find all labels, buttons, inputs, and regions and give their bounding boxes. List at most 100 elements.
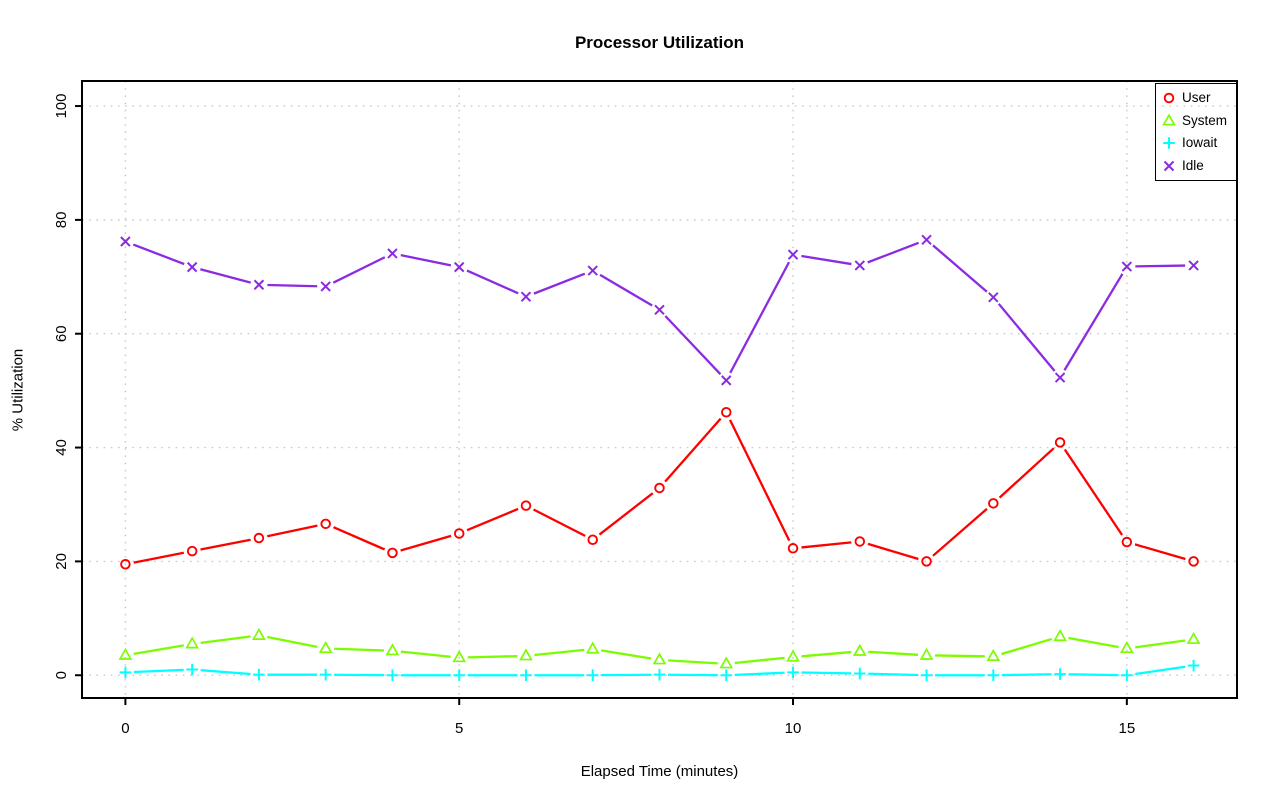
circle-marker-icon xyxy=(921,556,932,567)
x-marker-icon xyxy=(1188,260,1199,271)
circle-marker-icon xyxy=(120,558,131,570)
circle-marker-icon xyxy=(587,534,598,546)
legend-item-iowait: Iowait xyxy=(1161,134,1236,152)
series-iowait xyxy=(119,659,1200,682)
triangle-marker-icon xyxy=(318,640,333,654)
x-marker-icon xyxy=(854,260,865,271)
triangle-marker-icon xyxy=(986,648,1001,661)
circle-marker-icon xyxy=(1163,92,1175,104)
triangle-marker-icon xyxy=(852,643,867,656)
plus-marker-icon xyxy=(520,669,532,682)
y-tick-labels: 0 20 40 60 80 100 xyxy=(53,94,70,680)
x-marker-icon xyxy=(320,281,331,292)
circle-marker-icon xyxy=(854,536,866,547)
plus-marker-icon xyxy=(987,669,1000,682)
svg-text:80: 80 xyxy=(53,212,70,229)
x-marker-icon xyxy=(654,304,665,316)
legend-triangle-marker-icon xyxy=(1161,113,1177,129)
legend-label-user: User xyxy=(1182,90,1211,106)
circle-marker-icon xyxy=(1188,556,1199,567)
triangle-marker-icon xyxy=(719,656,734,669)
circle-marker-icon xyxy=(1054,437,1066,448)
axis-ticks xyxy=(75,105,1128,705)
legend-label-idle: Idle xyxy=(1182,157,1204,173)
series-user xyxy=(120,407,1199,570)
chart-title: Processor Utilization xyxy=(574,33,745,52)
plus-marker-icon xyxy=(119,666,132,679)
plus-marker-icon xyxy=(319,668,332,681)
triangle-marker-icon xyxy=(519,648,533,661)
plot-border xyxy=(81,80,1238,699)
svg-text:10: 10 xyxy=(785,720,802,737)
x-marker-icon xyxy=(387,248,398,259)
legend-item-idle: Idle xyxy=(1161,157,1236,175)
svg-text:20: 20 xyxy=(53,553,70,570)
plus-marker-icon xyxy=(720,669,733,682)
legend-plus-marker-icon xyxy=(1161,135,1177,151)
x-marker-icon xyxy=(1163,160,1175,171)
triangle-marker-icon xyxy=(1053,629,1067,642)
plus-marker-icon xyxy=(253,668,265,681)
x-marker-icon xyxy=(253,279,265,290)
legend-x-marker-icon xyxy=(1161,158,1177,174)
x-marker-icon xyxy=(921,234,932,246)
x-marker-icon xyxy=(988,292,999,303)
triangle-marker-icon xyxy=(252,627,266,640)
circle-marker-icon xyxy=(387,547,398,559)
plus-marker-icon xyxy=(586,669,599,682)
y-axis-label: % Utilization xyxy=(9,348,27,432)
triangle-marker-icon xyxy=(452,650,467,663)
triangle-marker-icon xyxy=(118,647,133,660)
legend-circle-marker-icon xyxy=(1161,90,1177,106)
legend-item-system: System xyxy=(1161,112,1236,130)
plus-marker-icon xyxy=(1187,659,1200,672)
triangle-marker-icon xyxy=(585,641,600,654)
svg-text:40: 40 xyxy=(53,439,70,456)
svg-text:5: 5 xyxy=(455,720,463,737)
x-marker-icon xyxy=(1121,261,1133,272)
plus-marker-icon xyxy=(186,663,198,676)
svg-text:15: 15 xyxy=(1118,720,1135,737)
circle-marker-icon xyxy=(186,545,198,557)
circle-marker-icon xyxy=(787,543,799,554)
triangle-marker-icon xyxy=(919,647,934,660)
plus-marker-icon xyxy=(653,668,666,681)
series-system xyxy=(118,627,1201,669)
x-marker-icon xyxy=(587,265,598,276)
triangle-marker-icon xyxy=(1186,631,1201,644)
circle-marker-icon xyxy=(253,532,265,544)
circle-marker-icon xyxy=(654,482,665,494)
plus-marker-icon xyxy=(787,666,799,679)
svg-text:60: 60 xyxy=(53,325,70,342)
x-marker-icon xyxy=(721,375,732,386)
legend-item-user: User xyxy=(1161,89,1236,107)
x-marker-icon xyxy=(120,236,131,247)
x-marker-icon xyxy=(1054,372,1066,383)
plus-marker-icon xyxy=(853,667,866,680)
x-axis-label: Elapsed Time (minutes) xyxy=(580,763,739,780)
legend-label-system: System xyxy=(1182,112,1228,128)
plus-marker-icon xyxy=(453,669,466,682)
legend-label-iowait: Iowait xyxy=(1182,135,1218,151)
svg-text:100: 100 xyxy=(53,94,70,119)
x-marker-icon xyxy=(520,291,532,302)
circle-marker-icon xyxy=(721,407,732,418)
triangle-marker-icon xyxy=(185,636,200,649)
plus-marker-icon xyxy=(1163,137,1175,150)
triangle-marker-icon xyxy=(385,643,400,656)
circle-marker-icon xyxy=(453,528,465,539)
circle-marker-icon xyxy=(988,498,999,509)
x-tick-labels: 0 5 10 15 xyxy=(121,720,1135,737)
x-marker-icon xyxy=(186,261,198,273)
plus-marker-icon xyxy=(920,669,933,682)
circle-marker-icon xyxy=(320,518,331,530)
circle-marker-icon xyxy=(1121,536,1133,548)
plus-marker-icon xyxy=(1121,669,1133,682)
plus-marker-icon xyxy=(1054,668,1066,680)
svg-text:0: 0 xyxy=(53,671,70,679)
x-marker-icon xyxy=(787,249,799,260)
triangle-marker-icon xyxy=(1162,113,1176,126)
triangle-marker-icon xyxy=(786,649,800,662)
gridlines xyxy=(82,81,1237,698)
